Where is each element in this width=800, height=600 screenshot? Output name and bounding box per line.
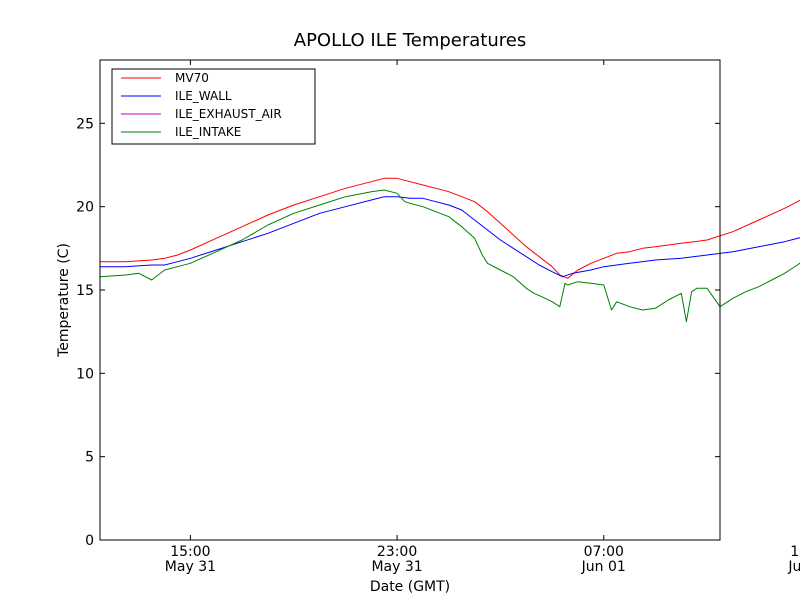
y-tick-label: 0 <box>85 533 94 549</box>
y-tick-label: 20 <box>76 200 94 216</box>
y-tick-label: 25 <box>76 116 94 132</box>
x-tick-date-label: May 31 <box>165 559 216 575</box>
series-layer <box>99 177 800 323</box>
y-axis-label: Temperature (C) <box>56 243 72 358</box>
series-line-ile-intake <box>99 189 800 323</box>
plot-frame <box>99 59 721 541</box>
series-line-ile-wall <box>100 196 800 278</box>
x-tick-time-label: 15:00 <box>170 544 210 560</box>
x-tick-time-label: 07:00 <box>584 544 624 560</box>
series-line-mv70 <box>100 177 800 279</box>
x-tick-date-label: Jun 01 <box>787 559 800 575</box>
legend-label: ILE_WALL <box>175 89 232 103</box>
y-tick-label: 10 <box>76 366 94 382</box>
legend: MV70 ILE_WALL ILE_EXHAUST_AIR ILE_INTAKE <box>111 68 316 145</box>
y-tick-label: 15 <box>76 283 94 299</box>
x-tick-date-label: May 31 <box>371 559 422 575</box>
chart-title: APOLLO ILE Temperatures <box>294 30 526 51</box>
legend-label: ILE_EXHAUST_AIR <box>175 107 282 121</box>
x-axis-label: Date (GMT) <box>370 579 450 595</box>
y-tick-label: 5 <box>85 450 94 466</box>
x-tick-time-label: 23:00 <box>377 544 417 560</box>
legend-label: MV70 <box>175 71 209 85</box>
x-tick-time-label: 15:00 <box>790 544 800 560</box>
x-tick-date-label: Jun 01 <box>581 559 626 575</box>
legend-label: ILE_INTAKE <box>175 125 241 139</box>
